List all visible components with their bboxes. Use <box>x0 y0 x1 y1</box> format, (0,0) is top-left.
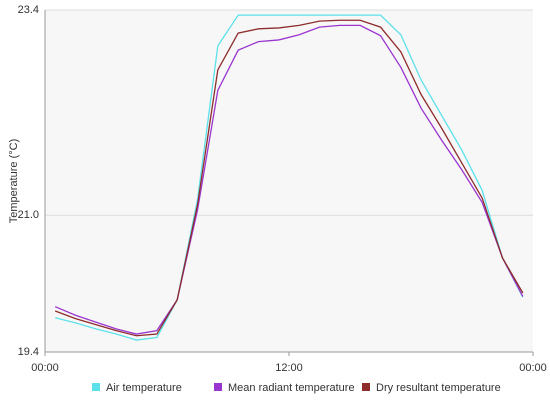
y-tick-label: 19.4 <box>18 346 39 358</box>
legend-swatch <box>362 383 370 391</box>
legend-swatch <box>214 383 222 391</box>
series-line <box>55 14 524 341</box>
legend-label: Dry resultant temperature <box>376 382 501 394</box>
x-tick-label: 12:00 <box>275 362 303 374</box>
legend-label: Air temperature <box>106 382 182 394</box>
plot-area <box>45 10 533 352</box>
x-tick-label: 00:00 <box>519 362 547 374</box>
legend-label: Mean radiant temperature <box>228 382 355 394</box>
y-tick-label: 23.4 <box>18 4 39 16</box>
x-tick-label: 00:00 <box>31 362 59 374</box>
y-tick-label: 21.0 <box>18 209 39 221</box>
series-line <box>54 19 524 337</box>
legend-swatch <box>92 383 100 391</box>
y-axis-label: Temperature (°C) <box>8 139 20 223</box>
series-line <box>54 24 524 335</box>
